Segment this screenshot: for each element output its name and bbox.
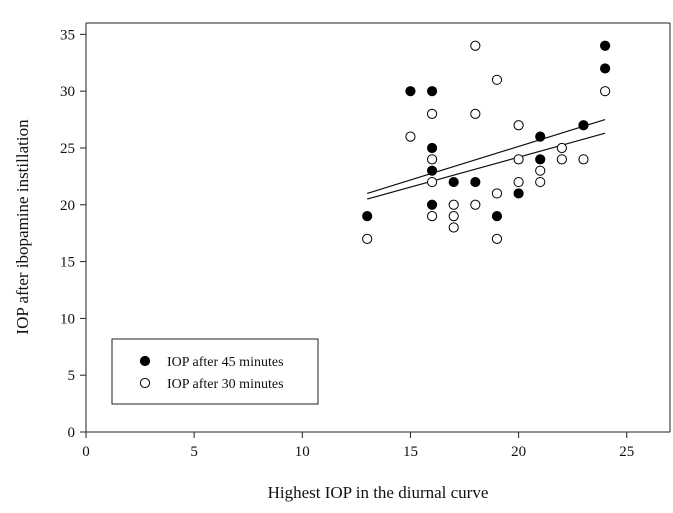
data-point-series-0-13 xyxy=(600,40,611,51)
data-point-series-1-14 xyxy=(491,233,503,244)
data-point-series-0-14 xyxy=(600,63,611,74)
data-point-series-1-6 xyxy=(448,199,459,210)
data-point-series-1-20 xyxy=(556,142,567,154)
x-tick-label: 5 xyxy=(190,444,198,460)
data-point-series-1-13 xyxy=(491,188,503,199)
legend-marker-45 xyxy=(139,355,151,367)
data-point-series-1-4 xyxy=(426,176,438,188)
x-axis-title: Highest IOP in the diurnal curve xyxy=(268,483,489,502)
data-point-series-1-10 xyxy=(470,108,481,119)
legend: IOP after 45 minutes IOP after 30 minute… xyxy=(111,338,319,405)
x-tick-label: 10 xyxy=(295,444,310,460)
x-tick-label: 25 xyxy=(619,444,634,460)
legend-box xyxy=(111,338,319,405)
data-point-series-1-8 xyxy=(448,222,459,233)
data-point-series-0-6 xyxy=(448,176,459,188)
data-point-series-1-3 xyxy=(426,154,438,165)
y-tick-label: 5 xyxy=(68,368,76,384)
trendlines xyxy=(367,118,606,200)
data-point-series-1-1 xyxy=(405,131,416,142)
data-point-series-1-12 xyxy=(491,74,503,85)
data-points xyxy=(362,40,611,244)
data-point-series-0-8 xyxy=(491,211,503,222)
data-point-series-1-23 xyxy=(600,86,611,97)
data-point-series-1-22 xyxy=(578,154,589,165)
y-tick-label: 15 xyxy=(60,255,75,271)
y-tick-label: 30 xyxy=(60,84,75,100)
data-point-series-0-10 xyxy=(535,131,546,142)
data-point-series-0-5 xyxy=(426,199,438,210)
legend-label-30: IOP after 30 minutes xyxy=(167,377,284,392)
data-point-series-1-16 xyxy=(513,154,524,165)
data-point-series-0-4 xyxy=(426,165,438,176)
trendline-series-1 xyxy=(367,132,606,200)
y-tick-label: 25 xyxy=(60,141,75,157)
data-point-series-0-11 xyxy=(535,154,546,165)
data-point-series-1-18 xyxy=(535,165,546,176)
legend-label-45: IOP after 45 minutes xyxy=(167,355,284,370)
legend-marker-30 xyxy=(139,377,151,389)
data-point-series-1-2 xyxy=(426,108,438,119)
data-point-series-1-9 xyxy=(470,40,481,51)
data-point-series-0-0 xyxy=(362,211,373,222)
y-tick-label: 20 xyxy=(60,198,75,214)
data-point-series-1-19 xyxy=(535,176,546,188)
x-axis-ticks: 0 5 10 15 20 25 xyxy=(82,432,634,460)
x-tick-label: 15 xyxy=(403,444,418,460)
data-point-series-0-3 xyxy=(426,142,438,154)
data-point-series-1-11 xyxy=(470,199,481,210)
x-tick-label: 0 xyxy=(82,444,90,460)
data-point-series-1-7 xyxy=(448,211,459,222)
data-point-series-0-12 xyxy=(578,120,589,131)
data-point-series-1-5 xyxy=(426,211,438,222)
data-point-series-0-2 xyxy=(426,86,438,97)
data-point-series-1-0 xyxy=(362,233,373,244)
data-point-series-1-21 xyxy=(556,154,567,165)
y-axis-ticks: 0 5 10 15 20 25 30 35 xyxy=(60,27,86,441)
data-point-series-0-9 xyxy=(513,188,524,199)
x-tick-label: 20 xyxy=(511,444,526,460)
data-point-series-1-15 xyxy=(513,120,524,131)
y-tick-label: 0 xyxy=(68,425,76,441)
data-point-series-0-7 xyxy=(470,176,481,188)
data-point-series-0-1 xyxy=(405,86,416,97)
y-tick-label: 35 xyxy=(60,27,75,43)
data-point-series-1-17 xyxy=(513,176,524,188)
trendline-series-0 xyxy=(367,118,606,194)
y-tick-label: 10 xyxy=(60,311,75,327)
y-axis-title: IOP after ibopamine instillation xyxy=(13,119,32,335)
